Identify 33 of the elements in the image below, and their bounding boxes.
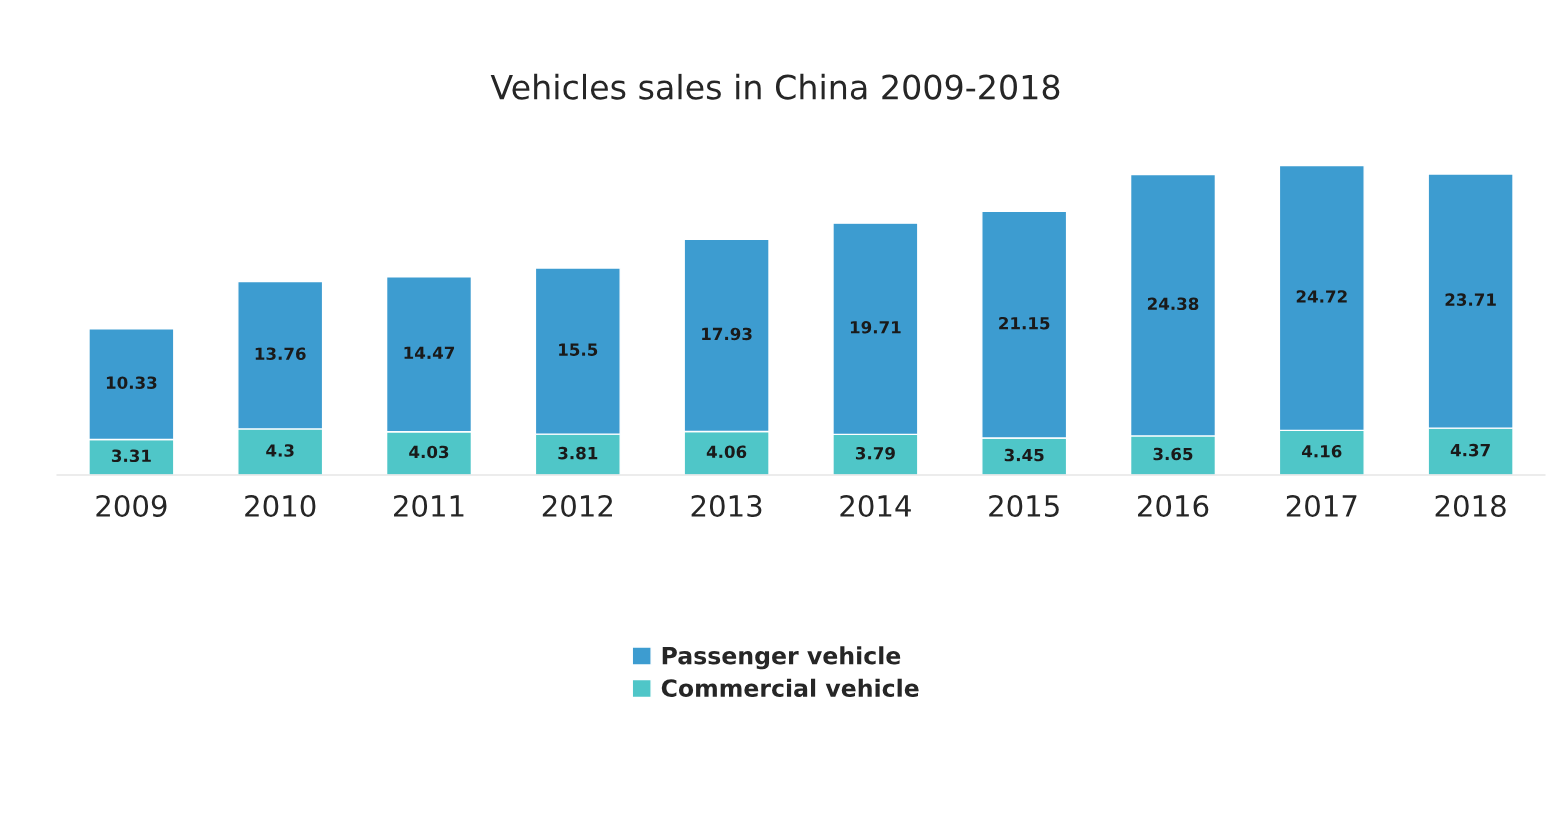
data-label: 3.45 [1004,448,1044,462]
x-tick-label: 2016 [1138,494,1209,518]
data-label: 15.5 [559,343,598,356]
x-tick-label: 2017 [1286,494,1357,518]
legend-label: Passenger vehicle [662,646,901,670]
data-label: 17.93 [702,327,752,341]
x-tick-label: 2015 [989,494,1059,518]
x-tick-label: 2018 [1435,494,1506,518]
data-label: 4.16 [1301,444,1342,458]
data-label: 23.71 [1445,293,1496,306]
data-label: 3.79 [855,446,895,460]
x-tick-label: 2013 [691,494,762,518]
legend-label: Commercial vehicle [661,678,919,698]
data-label: 3.31 [111,449,151,463]
data-label: 4.06 [706,445,747,459]
data-label: 4.03 [409,445,449,459]
x-tick-label: 2012 [542,494,612,518]
data-label: 4.37 [1450,443,1490,457]
x-tick-label: 2010 [245,494,316,518]
data-label: 19.71 [850,321,901,334]
data-label: 3.65 [1153,447,1193,461]
data-label: 21.15 [999,316,1050,330]
data-label: 13.76 [255,347,306,361]
x-tick-label: 2011 [394,494,464,518]
data-label: 24.72 [1296,290,1347,303]
data-label: 3.81 [558,446,598,460]
chart-title: Vehicles sales in China 2009-2018 [490,73,1060,100]
data-label: 10.33 [106,376,157,389]
x-tick-label: 2014 [840,494,911,518]
data-label: 4.3 [266,444,294,457]
data-label: 14.47 [404,346,455,359]
x-tick-label: 2009 [96,494,167,518]
data-label: 24.38 [1147,297,1199,311]
